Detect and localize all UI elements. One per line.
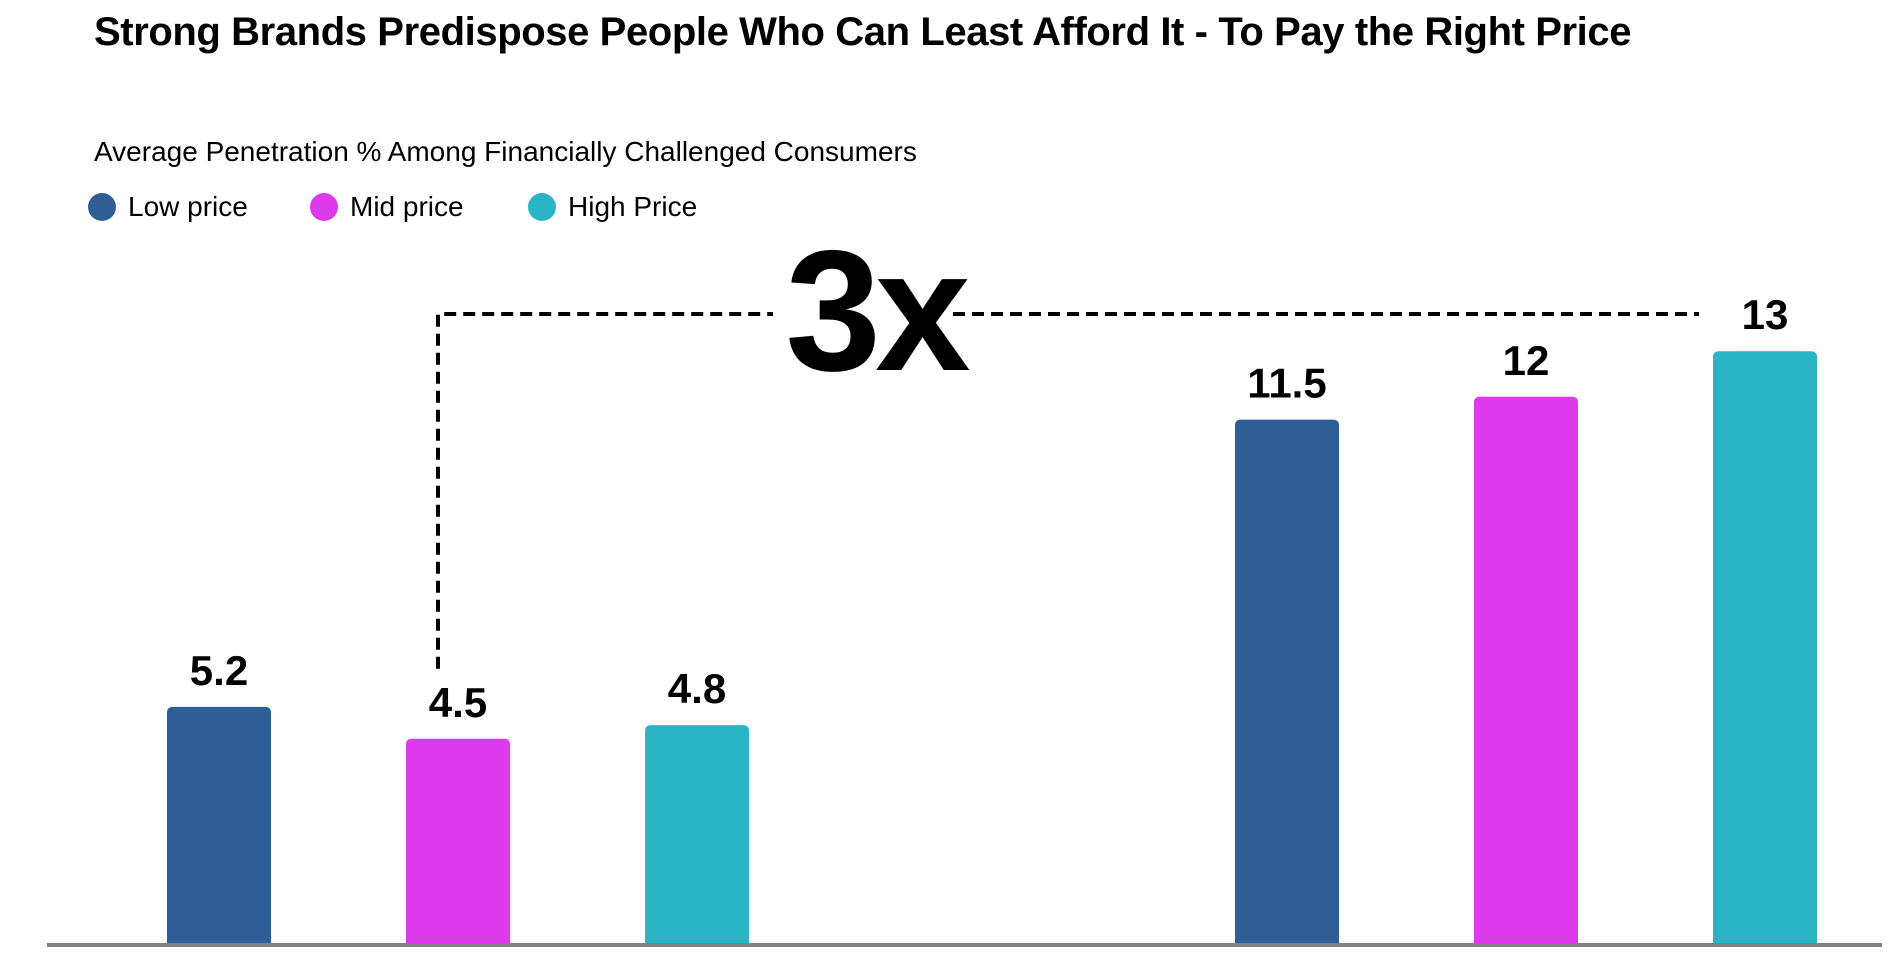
legend-label-high-price: High Price	[568, 191, 698, 222]
legend-swatch-mid-price	[310, 193, 338, 221]
annotation-bracket-left	[436, 312, 773, 669]
legend-swatch-high-price	[528, 193, 556, 221]
legend-item-high-price: High Price	[528, 187, 697, 227]
bar-mid-price-group-1	[406, 738, 510, 944]
chart-title: Strong Brands Predispose People Who Can …	[94, 10, 1632, 54]
data-label-high-price-group-2: 13	[1742, 291, 1789, 338]
data-label-high-price-group-1: 4.8	[668, 665, 726, 712]
bar-mid-price-group-2	[1474, 396, 1578, 944]
data-label-mid-price-group-1: 4.5	[429, 679, 487, 726]
legend-item-low-price: Low price	[88, 187, 248, 227]
data-label-mid-price-group-2: 12	[1503, 337, 1550, 384]
annotation-3x: 3x	[785, 215, 970, 407]
legend-label-low-price: Low price	[128, 191, 248, 222]
bar-low-price-group-1	[167, 706, 271, 944]
bar-high-price-group-1	[645, 725, 749, 944]
legend-label-mid-price: Mid price	[350, 191, 464, 222]
bar-high-price-group-2	[1713, 351, 1817, 944]
chart-subtitle: Average Penetration % Among Financially …	[94, 136, 917, 167]
legend-swatch-low-price	[88, 193, 116, 221]
data-label-low-price-group-2: 11.5	[1247, 360, 1326, 407]
bar-low-price-group-2	[1235, 419, 1339, 945]
legend-item-mid-price: Mid price	[310, 187, 464, 227]
data-label-low-price-group-1: 5.2	[190, 647, 248, 694]
